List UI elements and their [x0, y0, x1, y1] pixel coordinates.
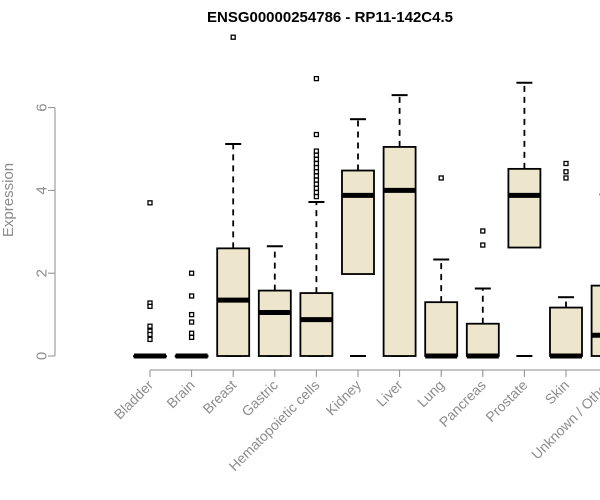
- outlier-point: [480, 242, 486, 248]
- outlier-point: [313, 152, 320, 158]
- box-bladder: [133, 200, 167, 359]
- box-lung: [424, 175, 459, 359]
- x-tick-label: Lung: [414, 377, 447, 410]
- box-prostate: [507, 81, 542, 357]
- y-axis-label: Expression: [0, 163, 17, 237]
- outlier-point: [188, 270, 195, 276]
- box-body: [424, 301, 459, 357]
- y-axis: 0 2 4 6: [33, 103, 56, 360]
- box-liver: [382, 94, 417, 357]
- box-body: [382, 146, 417, 357]
- box-breast: [216, 34, 251, 357]
- plot-area: [133, 34, 600, 359]
- outlier-point: [313, 148, 320, 154]
- x-tick-label: Brain: [163, 377, 197, 411]
- outlier-point: [188, 334, 195, 341]
- outlier-point: [147, 323, 153, 329]
- box-brain: [174, 270, 209, 359]
- box-body: [465, 322, 500, 357]
- outlier-point: [313, 156, 320, 163]
- outlier-point: [563, 175, 569, 181]
- x-tick-label: Breast: [199, 377, 239, 417]
- y-tick-label: 0: [33, 352, 50, 360]
- x-tick-label: Prostate: [482, 377, 530, 425]
- box-gastric: [257, 245, 292, 357]
- outlier-point: [313, 181, 320, 187]
- box-skin: [549, 160, 583, 359]
- y-tick-label: 6: [33, 103, 50, 111]
- outlier-point: [147, 331, 153, 338]
- outlier-point: [313, 177, 320, 183]
- box-kidney: [341, 118, 375, 357]
- outlier-point: [313, 169, 320, 175]
- outlier-point: [313, 173, 320, 179]
- outlier-point: [438, 175, 444, 181]
- outlier-point: [147, 336, 153, 343]
- outlier-point: [313, 160, 320, 167]
- outlier-point: [563, 160, 569, 167]
- outlier-point: [313, 185, 320, 191]
- box-body: [549, 306, 583, 357]
- y-tick-label: 2: [33, 269, 50, 277]
- box-unknown-other: [590, 193, 600, 357]
- box-body: [590, 284, 600, 357]
- outlier-point: [147, 200, 153, 206]
- x-tick-label: Kidney: [323, 377, 365, 419]
- outlier-point: [147, 303, 153, 309]
- box-body: [299, 292, 334, 357]
- outlier-point: [313, 193, 320, 200]
- outlier-point: [230, 34, 236, 40]
- box-body: [507, 167, 542, 249]
- outlier-point: [188, 330, 195, 336]
- y-tick-label: 4: [33, 186, 50, 194]
- box-hematopoietic-cells: [299, 75, 334, 357]
- box-pancreas: [465, 228, 500, 359]
- outlier-point: [313, 75, 320, 82]
- outlier-point: [188, 293, 195, 299]
- outlier-point: [313, 189, 320, 196]
- outlier-point: [188, 319, 195, 325]
- outlier-point: [563, 169, 569, 175]
- outlier-point: [313, 131, 320, 138]
- outlier-point: [188, 311, 195, 318]
- x-tick-label: Liver: [373, 377, 406, 410]
- box-body: [341, 169, 375, 275]
- x-tick-label: Skin: [542, 377, 573, 408]
- chart-title: ENSG00000254786 - RP11-142C4.5: [207, 9, 453, 26]
- outlier-point: [480, 228, 486, 234]
- outlier-point: [313, 164, 320, 171]
- box-body: [257, 289, 292, 357]
- x-tick-label: Bladder: [111, 377, 157, 423]
